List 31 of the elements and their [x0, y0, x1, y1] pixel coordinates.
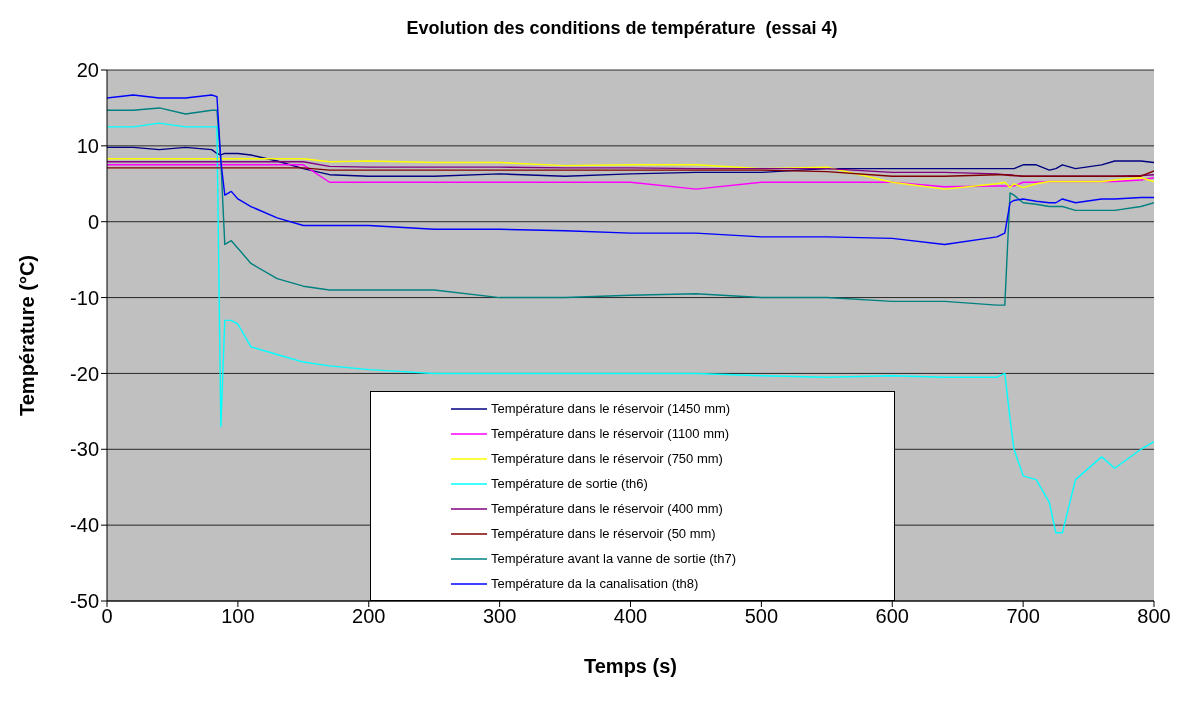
legend-label: Température dans le réservoir (400 mm): [491, 501, 723, 516]
x-tick-label: 600: [875, 605, 909, 628]
y-tick-label: 0: [87, 210, 99, 233]
legend-label: Température dans le réservoir (1100 mm): [491, 426, 730, 441]
legend-label: Température da la canalisation (th8): [491, 576, 699, 591]
y-tick-label: 20: [76, 59, 99, 82]
legend-label: Température dans le réservoir (750 mm): [491, 451, 723, 466]
x-tick-label: 200: [352, 605, 386, 628]
y-tick-label: -50: [70, 590, 99, 613]
x-tick-label: 800: [1137, 605, 1171, 628]
x-tick-label: 400: [613, 605, 648, 628]
y-tick-label: -10: [70, 286, 99, 309]
x-tick-label: 0: [101, 605, 113, 628]
y-tick-label: -40: [70, 514, 99, 537]
x-tick-label: 300: [482, 605, 517, 628]
legend-label: Température avant la vanne de sortie (th7): [491, 551, 736, 566]
line-series: [107, 167, 1154, 177]
y-axis-title: Température (°C): [16, 255, 39, 416]
legend-label: Température dans le réservoir (1450 mm): [491, 401, 731, 416]
line-series: [107, 158, 1154, 190]
x-tick-label: 500: [744, 605, 779, 628]
y-tick-label: -30: [70, 438, 99, 461]
legend-label: Température dans le réservoir (50 mm): [491, 526, 716, 541]
y-tick-label: -20: [70, 362, 99, 385]
x-tick-label: 700: [1006, 605, 1040, 628]
legend-label: Température de sortie (th6): [491, 476, 648, 491]
line-series: [107, 164, 1154, 190]
x-axis-title: Temps (s): [584, 655, 677, 677]
chart-title: Evolution des conditions de température (essai 4): [405, 18, 839, 39]
y-tick-label: 10: [76, 134, 99, 157]
x-tick-label: 100: [221, 605, 255, 628]
